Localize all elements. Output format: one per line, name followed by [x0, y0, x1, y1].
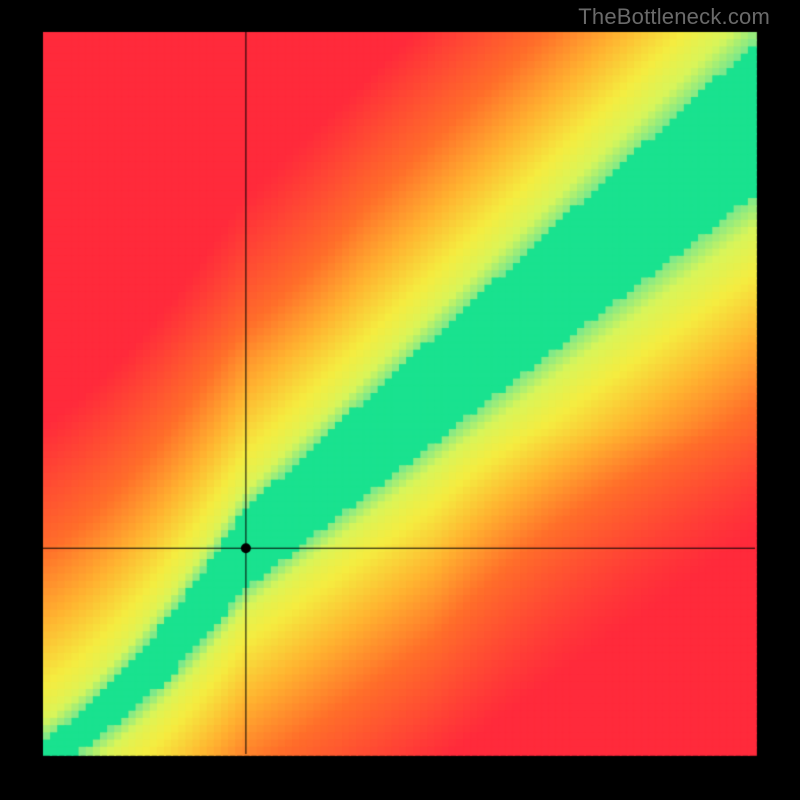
- bottleneck-heatmap: [0, 0, 800, 800]
- chart-container: TheBottleneck.com: [0, 0, 800, 800]
- watermark-text: TheBottleneck.com: [578, 4, 770, 30]
